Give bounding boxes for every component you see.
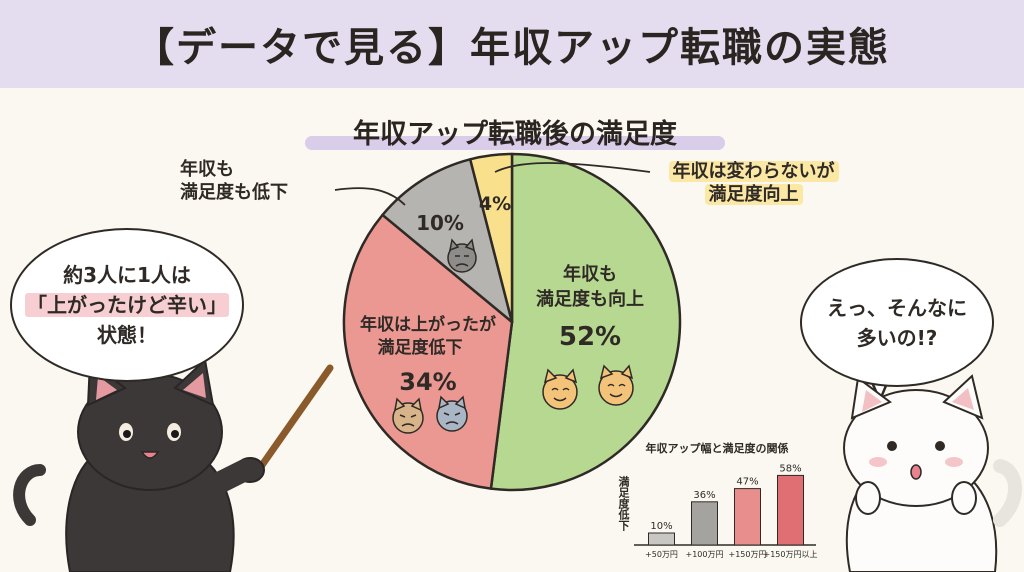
gray-slice-callout: 年収も 満足度も低下 — [180, 158, 340, 205]
green-slice-value: 52% — [559, 322, 621, 352]
red-slice-label-line1: 年収は上がったが — [360, 314, 496, 335]
gray-slice-label-line2: 満足度も低下 — [180, 182, 288, 204]
left-bubble-line2: 「上がったけど辛い」 — [25, 293, 229, 317]
bar-1 — [691, 501, 718, 546]
right-speech-bubble: えっ、そんなに 多いの!? — [800, 258, 994, 387]
bar-category-label-0: +50万円 — [645, 550, 678, 559]
bar-value-label-2: 47% — [736, 477, 758, 488]
black-cat-illustration — [13, 358, 265, 572]
right-bubble-line1: えっ、そんなに — [827, 295, 967, 320]
bar-category-label-3: +150万円以上 — [764, 550, 818, 559]
yellow-slice-label-line1: 年収は変わらないが — [668, 161, 839, 182]
page-title: 【データで見る】年収アップ転職の実態 — [134, 25, 890, 71]
white-cat-illustration — [843, 374, 1022, 572]
pointer-stick — [256, 364, 334, 472]
bar-3 — [777, 474, 804, 546]
bar-category-label-1: +100万円 — [686, 550, 724, 559]
bar-value-label-1: 36% — [693, 490, 715, 501]
smiling-cat-icon — [598, 364, 634, 406]
sad-cat-icon — [436, 395, 468, 432]
bar-chart-title: 年収アップ幅と満足度の関係 — [645, 442, 789, 455]
gray-slice-label-line1: 年収も — [180, 159, 234, 180]
left-bubble-line3: 状態！ — [97, 323, 157, 347]
bar-value-label-3: 58% — [779, 463, 801, 474]
red-slice-value: 34% — [399, 368, 456, 396]
red-slice-label-line2: 満足度低下 — [378, 337, 463, 358]
green-slice-label-line1: 年収も — [563, 263, 617, 285]
yellow-slice-value: 4% — [479, 193, 511, 215]
bar-0 — [648, 532, 675, 546]
pie-slice-3 — [468, 152, 514, 324]
bar-chart: 10% +50万円 36% +100万円 47% +150万円 58% +150万円以上 — [634, 463, 817, 559]
yellow-slice-label-line2: 満足度向上 — [704, 184, 803, 206]
bar-chart-ylabel: 満足度低下 — [617, 476, 630, 531]
pie-chart — [342, 152, 682, 492]
pie-slice-0 — [489, 152, 682, 492]
bar-2 — [734, 488, 761, 546]
pie-slice-1 — [342, 213, 514, 490]
bar-category-label-2: +150万円 — [729, 550, 767, 559]
yellow-slice-callout: 年収は変わらないが 満足度向上 — [646, 160, 861, 207]
header-bar: 【データで見る】年収アップ転職の実態 — [0, 0, 1024, 88]
gray-slice-leader — [334, 187, 406, 206]
left-speech-bubble: 約3人に1人は 「上がったけど辛い」 状態！ — [10, 228, 244, 382]
gray-slice-value: 10% — [416, 211, 464, 235]
right-bubble-line2: 多いの!? — [856, 325, 938, 350]
bar-value-label-0: 10% — [650, 521, 672, 532]
sad-cat-icon — [392, 397, 424, 434]
smiling-cat-icon — [542, 368, 578, 410]
pie-chart-title: 年収アップ転職後の満足度 — [353, 119, 677, 150]
left-bubble-line1: 約3人に1人は — [63, 263, 191, 287]
crying-cat-icon — [447, 238, 477, 273]
yellow-slice-leader — [494, 162, 651, 173]
green-slice-label-line2: 満足度も向上 — [536, 288, 644, 310]
